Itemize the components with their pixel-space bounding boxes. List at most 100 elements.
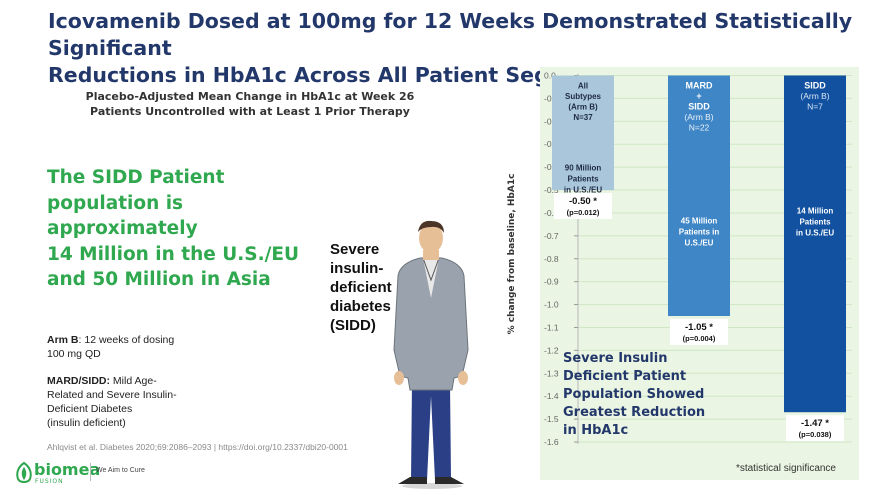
bar-header: N=37 [573, 113, 593, 122]
slide-title-line2: Reductions in HbA1c Across All Patient S… [48, 63, 621, 87]
bar-population: in U.S./EU [564, 186, 602, 195]
sidd-person-label: Severe insulin- deficient diabetes (SIDD… [330, 240, 392, 335]
y-tick-label: -0.2 [544, 116, 559, 126]
logo-wordmark: biomea [34, 460, 101, 479]
y-tick-label: -1.2 [544, 345, 559, 355]
value-label-box [786, 415, 844, 442]
y-tick-label: 0.0 [544, 71, 556, 81]
sidd-label-line: diabetes [330, 298, 391, 315]
bar-value-label: -0.50 * [569, 196, 597, 207]
mard-sidd-note: MARD/SIDD: Mild Age- Related and Severe … [47, 374, 207, 430]
annotation-line: Severe Insulin [563, 351, 667, 366]
highlight-line: The SIDD Patient [47, 167, 225, 188]
bar-population: 45 Million [681, 217, 718, 226]
chart-subtitle-line1: Placebo-Adjusted Mean Change in HbA1c at… [85, 90, 415, 103]
y-tick-label: -0.6 [544, 208, 559, 218]
chart-subtitle: Placebo-Adjusted Mean Change in HbA1c at… [70, 89, 430, 119]
bar-group: SIDD(Arm B)N=7 14 Million Patients in U.S./… [784, 75, 846, 442]
bar-population: 14 Million [797, 207, 834, 216]
annotation-line: Deficient Patient [563, 369, 686, 384]
chart-subtitle-line2: Patients Uncontrolled with at Least 1 Pr… [90, 105, 410, 118]
y-tick-label: -0.7 [544, 231, 559, 241]
bar-header: SIDD [804, 81, 826, 91]
bar-header: SIDD [688, 102, 710, 112]
logo-fusion: FUSION [35, 478, 64, 485]
chart-annotation: Severe Insulin Deficient Patient Populatio… [563, 351, 705, 438]
bar-header: All [578, 82, 588, 91]
bar-value-label: -1.47 * [801, 418, 829, 429]
sidd-label-line: insulin- [330, 260, 384, 277]
y-tick-label: -1.5 [544, 414, 559, 424]
highlight-line: approximately [47, 218, 198, 239]
y-tick-label: -0.3 [544, 139, 559, 149]
bar-header: Subtypes [565, 92, 602, 101]
bar-population: 90 Million [565, 164, 602, 173]
y-tick-label: -0.4 [544, 162, 559, 172]
bar-population: Patients [567, 175, 599, 184]
arm-b-bold: Arm B [47, 334, 79, 346]
bar-population: Patients [799, 218, 831, 227]
bar-subheader: (Arm B) [800, 91, 829, 101]
logo-tagline: We Aim to Cure [96, 467, 145, 474]
bar [784, 75, 846, 413]
bar-subheader: (Arm B) [684, 112, 713, 122]
annotation-line: Greatest Reduction [563, 405, 705, 420]
arm-b-note: Arm B: 12 weeks of dosing 100 mg QD [47, 333, 174, 361]
sidd-label-line: deficient [330, 279, 392, 296]
annotation-line: in HbA1c [563, 423, 628, 438]
slide-title: Icovamenib Dosed at 100mg for 12 Weeks D… [48, 8, 868, 89]
highlight-line: 14 Million in the U.S./EU [47, 243, 300, 265]
arm-b-line2: 100 mg QD [47, 348, 101, 360]
sidd-population-highlight: The SIDD Patient population is approxima… [47, 165, 327, 293]
bar-p-label: (p=0.004) [683, 334, 716, 343]
y-tick-label: -1.3 [544, 368, 559, 378]
bar-population: Patients in [679, 228, 720, 237]
value-label-box [670, 319, 728, 346]
y-tick-label: -0.1 [544, 93, 559, 103]
y-tick-label: -1.1 [544, 322, 559, 332]
highlight-line: and 50 Million in Asia [47, 269, 271, 290]
mard-line2: Related and Severe Insulin- [47, 389, 177, 401]
y-tick-labels: 0.0 -0.1 -0.2 -0.3 -0.4 -0.5 -0.6 -0.7 -0.8 -0.9 -… [544, 71, 578, 447]
bar-population: U.S./EU [685, 239, 714, 248]
bar-header: MARD [686, 81, 713, 91]
bar-header: + [696, 91, 701, 101]
bar-group: MARD+SIDD(Arm B)N=22 45 Million Patients i… [668, 75, 730, 346]
arm-b-rest: : 12 weeks of dosing [78, 334, 175, 346]
y-tick-label: -0.8 [544, 254, 559, 264]
mard-bold: MARD/SIDD: [47, 375, 110, 387]
bar [668, 75, 730, 317]
sidd-label-line: Severe [330, 241, 380, 258]
bar-subheader: N=22 [689, 123, 710, 133]
bar-p-label: (p=0.038) [799, 430, 832, 439]
biomea-logo-icon [16, 461, 32, 483]
y-tick-label: -1.4 [544, 391, 559, 401]
y-tick-label: -1.6 [544, 437, 559, 447]
bar-subheader: N=7 [807, 102, 823, 112]
y-tick-label: -0.9 [544, 277, 559, 287]
sidd-label-line: (SIDD) [330, 317, 376, 334]
value-label-box [554, 193, 612, 220]
annotation-line: Population Showed [563, 387, 704, 402]
bar-value-label: -1.05 * [685, 322, 713, 333]
person-illustration [393, 220, 469, 489]
y-tick-label: -1.0 [544, 300, 559, 310]
slide-title-line1: Icovamenib Dosed at 100mg for 12 Weeks D… [48, 9, 853, 60]
bar-population: in U.S./EU [796, 229, 834, 238]
bar-p-label: (p=0.012) [567, 208, 600, 217]
bar [552, 75, 614, 191]
arm-b-line1: Arm B: 12 weeks of dosing [47, 333, 174, 347]
hba1c-bar-chart: 0.0 -0.1 -0.2 -0.3 -0.4 -0.5 -0.6 -0.7 -0.8 -0.9 -… [507, 67, 859, 480]
mard-line3: Deficient Diabetes [47, 403, 133, 415]
mard-rest: Mild Age- [110, 375, 157, 387]
y-axis-label: % change from baseline, HbA1c [507, 174, 517, 335]
y-tick-label: -0.5 [544, 185, 559, 195]
highlight-line: population is [47, 192, 184, 214]
mard-line1: MARD/SIDD: Mild Age- [47, 374, 207, 388]
mard-line4: (insulin deficient) [47, 417, 126, 429]
bar-header: (Arm B) [568, 103, 598, 112]
chart-footnote: *statistical significance [736, 463, 836, 474]
logo-divider [90, 463, 91, 481]
